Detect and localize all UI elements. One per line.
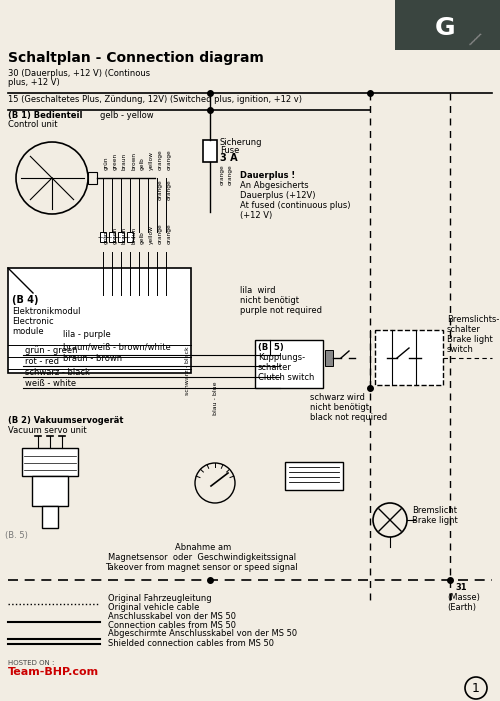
Text: 31: 31 — [455, 583, 466, 592]
Text: (Masse): (Masse) — [447, 593, 480, 602]
Text: brown: brown — [131, 152, 136, 170]
Text: black not required: black not required — [310, 413, 387, 422]
Text: orange: orange — [158, 179, 163, 200]
Text: orange: orange — [220, 164, 225, 185]
Text: Original vehicle cable: Original vehicle cable — [108, 603, 200, 612]
Bar — [118, 232, 124, 242]
Text: HOSTED ON :: HOSTED ON : — [8, 660, 54, 666]
Text: Control unit: Control unit — [8, 120, 58, 129]
Bar — [88, 172, 97, 184]
Text: Abgeschirmte Anschlusskabel von der MS 50: Abgeschirmte Anschlusskabel von der MS 5… — [108, 629, 297, 638]
Bar — [42, 506, 58, 528]
Text: Takeover from magnet sensor or speed signal: Takeover from magnet sensor or speed sig… — [105, 563, 298, 572]
Text: nicht benötigt: nicht benötigt — [310, 403, 369, 412]
Text: rot - red: rot - red — [25, 357, 59, 366]
Text: yellow: yellow — [149, 151, 154, 170]
Text: (B  5): (B 5) — [258, 343, 284, 352]
Text: Schaltplan - Connection diagram: Schaltplan - Connection diagram — [8, 51, 264, 65]
Text: green: green — [113, 227, 118, 244]
Text: Sicherung: Sicherung — [220, 138, 262, 147]
Bar — [395, 0, 500, 50]
Text: gelb: gelb — [140, 157, 145, 170]
Text: Bremslichts-: Bremslichts- — [447, 315, 500, 324]
Text: braun: braun — [122, 153, 127, 170]
Text: (B. 5): (B. 5) — [5, 531, 28, 540]
Text: orange: orange — [158, 149, 163, 170]
Text: (B 2) Vakuumservogerät: (B 2) Vakuumservogerät — [8, 416, 123, 425]
Text: Electronic: Electronic — [12, 317, 53, 326]
Text: orange: orange — [167, 149, 172, 170]
Bar — [100, 232, 106, 242]
Text: Brake light: Brake light — [447, 335, 493, 344]
Text: purple not required: purple not required — [240, 306, 322, 315]
Text: schwarz wird: schwarz wird — [310, 393, 365, 402]
Text: At fused (continuous plus): At fused (continuous plus) — [240, 201, 350, 210]
Text: switch: switch — [447, 345, 474, 354]
Text: orange: orange — [158, 223, 163, 244]
Text: Team-BHP.com: Team-BHP.com — [8, 667, 99, 677]
Bar — [375, 330, 443, 385]
Text: weiß - white: weiß - white — [25, 379, 76, 388]
Text: Dauerplus (+12V): Dauerplus (+12V) — [240, 191, 316, 200]
Text: lila  wird: lila wird — [240, 286, 276, 295]
Text: Brake light: Brake light — [412, 516, 458, 525]
Text: Elektronikmodul: Elektronikmodul — [12, 307, 80, 316]
Text: braun: braun — [122, 227, 127, 244]
Text: orange: orange — [167, 179, 172, 200]
Text: 1: 1 — [472, 681, 480, 695]
Text: Dauerplus !: Dauerplus ! — [240, 171, 295, 180]
Text: schwarz - black: schwarz - black — [185, 346, 190, 395]
Text: Connection cables from MS 50: Connection cables from MS 50 — [108, 621, 236, 630]
Text: Bremslicht: Bremslicht — [412, 506, 457, 515]
Bar — [285, 462, 343, 490]
Bar — [32, 476, 68, 506]
Bar — [255, 340, 323, 388]
Text: gelb - yellow: gelb - yellow — [100, 111, 154, 120]
Text: Fuse: Fuse — [220, 146, 240, 155]
Text: blau - blue: blau - blue — [213, 381, 218, 415]
Text: Clutch switch: Clutch switch — [258, 373, 314, 382]
Text: green: green — [113, 153, 118, 170]
Bar — [8, 268, 191, 373]
Text: braun: braun — [131, 227, 136, 244]
Text: gelb: gelb — [140, 231, 145, 244]
Text: (B 4): (B 4) — [12, 295, 38, 305]
Text: 15 (Geschaltetes Plus, Zündung, 12V) (Switched plus, ignition, +12 v): 15 (Geschaltetes Plus, Zündung, 12V) (Sw… — [8, 95, 302, 104]
Text: Original Fahrzeugleitung: Original Fahrzeugleitung — [108, 594, 212, 603]
Text: Anschlusskabel von der MS 50: Anschlusskabel von der MS 50 — [108, 612, 236, 621]
Text: orange: orange — [167, 223, 172, 244]
Text: G: G — [434, 16, 456, 40]
Text: schalter: schalter — [258, 363, 292, 372]
Text: schalter: schalter — [447, 325, 481, 334]
Text: (Earth): (Earth) — [447, 603, 476, 612]
Text: /: / — [468, 29, 479, 48]
Text: schwarz - black: schwarz - black — [25, 368, 90, 377]
Bar — [127, 232, 133, 242]
Text: (B 1) Bedienteil: (B 1) Bedienteil — [8, 111, 83, 120]
Text: Kupplungs-: Kupplungs- — [258, 353, 305, 362]
Text: (+12 V): (+12 V) — [240, 211, 272, 220]
Text: 30 (Dauerplus, +12 V) (Continous: 30 (Dauerplus, +12 V) (Continous — [8, 69, 150, 78]
Bar — [22, 448, 78, 476]
Text: braun/weiß - brown/white: braun/weiß - brown/white — [63, 342, 171, 351]
Text: braun - brown: braun - brown — [63, 354, 122, 363]
Text: An Abgesicherts: An Abgesicherts — [240, 181, 308, 190]
Bar — [109, 232, 115, 242]
Text: orange: orange — [228, 164, 233, 185]
Text: module: module — [12, 327, 44, 336]
Bar — [203, 140, 217, 162]
Text: yellow: yellow — [149, 225, 154, 244]
Text: grün - green: grün - green — [25, 346, 78, 355]
Text: Magnetsensor  oder  Geschwindigkeitssignal: Magnetsensor oder Geschwindigkeitssignal — [108, 553, 296, 562]
Bar — [325, 350, 333, 366]
Text: Shielded connection cables from MS 50: Shielded connection cables from MS 50 — [108, 639, 274, 648]
Text: nicht benötigt: nicht benötigt — [240, 296, 299, 305]
Text: lila - purple: lila - purple — [63, 330, 111, 339]
Text: Abnahme am: Abnahme am — [175, 543, 231, 552]
Text: grün: grün — [104, 156, 109, 170]
Text: Vacuum servo unit: Vacuum servo unit — [8, 426, 86, 435]
Text: plus, +12 V): plus, +12 V) — [8, 78, 60, 87]
Text: grün: grün — [104, 231, 109, 244]
Text: 3 A: 3 A — [220, 153, 238, 163]
